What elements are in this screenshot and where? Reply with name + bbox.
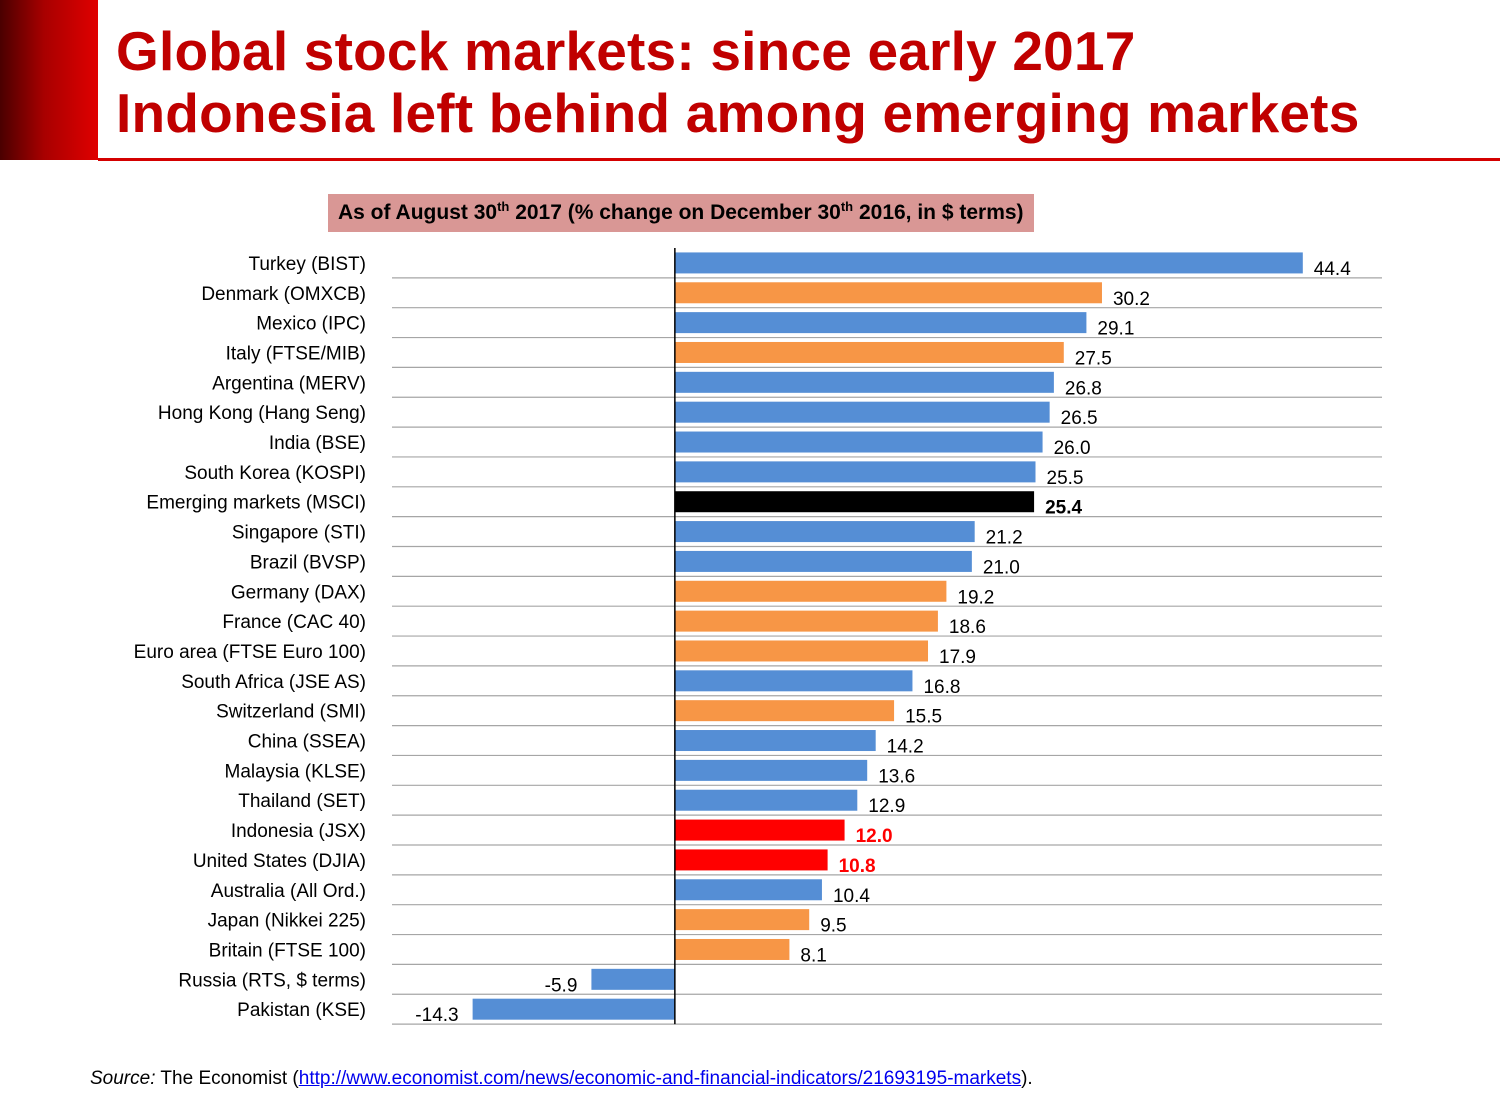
data-label: 25.5 (1047, 468, 1084, 489)
data-label: 9.5 (820, 916, 846, 937)
bar (674, 879, 822, 901)
data-label: 44.4 (1314, 259, 1351, 280)
category-label: Hong Kong (Hang Seng) (158, 403, 366, 424)
subtitle-part-3: 2016, in $ terms) (853, 201, 1024, 224)
category-label: South Korea (KOSPI) (184, 463, 366, 484)
category-label: India (BSE) (269, 433, 366, 454)
category-label: Argentina (MERV) (212, 373, 366, 394)
category-label: Euro area (FTSE Euro 100) (134, 642, 366, 663)
bar (674, 461, 1036, 483)
bar (674, 610, 938, 632)
bar (674, 312, 1087, 334)
category-label: Denmark (OMXCB) (201, 284, 366, 305)
bar (674, 431, 1043, 453)
bar (674, 909, 810, 931)
data-label: 26.0 (1054, 438, 1091, 459)
data-label: 21.2 (986, 528, 1023, 549)
page-title: Global stock markets: since early 2017 I… (116, 20, 1359, 144)
subtitle-sup-1: th (497, 199, 510, 214)
data-label: 29.1 (1097, 319, 1134, 340)
source-note: Source: The Economist (http://www.econom… (90, 1068, 1033, 1090)
bar (674, 491, 1035, 513)
category-label: Brazil (BVSP) (250, 552, 366, 573)
data-label: 30.2 (1113, 289, 1150, 310)
bar (674, 849, 828, 871)
data-label: 26.8 (1065, 378, 1102, 399)
category-label: Mexico (IPC) (256, 314, 366, 335)
bar (674, 401, 1050, 423)
category-label: Indonesia (JSX) (231, 821, 366, 842)
category-label: Russia (RTS, $ terms) (178, 970, 366, 991)
bar (674, 580, 947, 602)
bar (674, 341, 1064, 363)
category-label: France (CAC 40) (222, 612, 366, 633)
category-label: Emerging markets (MSCI) (146, 493, 366, 514)
bar (674, 282, 1102, 304)
bar (674, 700, 895, 722)
category-label: Britain (FTSE 100) (209, 940, 366, 961)
source-link[interactable]: http://www.economist.com/news/economic-a… (298, 1068, 1022, 1089)
category-label: Japan (Nikkei 225) (208, 911, 366, 932)
subtitle-part-2: 2017 (% change on December 30 (509, 201, 841, 224)
category-label: Italy (FTSE/MIB) (226, 343, 366, 364)
category-label: Thailand (SET) (238, 791, 366, 812)
bar (674, 819, 845, 841)
data-label: 14.2 (887, 737, 924, 758)
data-label: -14.3 (415, 1005, 458, 1026)
source-label: Source: (90, 1068, 156, 1089)
data-label: 21.0 (983, 557, 1020, 578)
title-line-1: Global stock markets: since early 2017 (116, 20, 1136, 82)
bar-chart: Turkey (BIST) 44.4 Denmark (OMXCB) 30.2 Mexi… (134, 248, 1382, 1026)
bar (674, 670, 913, 692)
data-label: -5.9 (545, 975, 578, 996)
bar (674, 640, 929, 662)
category-label: Pakistan (KSE) (237, 1000, 366, 1021)
bar (674, 730, 876, 752)
category-label: Australia (All Ord.) (211, 881, 366, 902)
subtitle-sup-2: th (840, 199, 854, 214)
data-label: 25.4 (1045, 498, 1082, 519)
bar (674, 938, 790, 960)
data-label: 10.8 (839, 856, 876, 877)
data-label: 26.5 (1061, 408, 1098, 429)
data-label: 27.5 (1075, 348, 1112, 369)
category-label: United States (DJIA) (193, 851, 366, 872)
category-label: South Africa (JSE AS) (181, 672, 366, 693)
bar (674, 550, 972, 572)
data-label: 8.1 (800, 945, 826, 966)
data-label: 15.5 (905, 707, 942, 728)
bar (591, 968, 675, 990)
bar (674, 759, 868, 781)
bar (674, 789, 858, 811)
title-line-2: Indonesia left behind among emerging mar… (116, 82, 1360, 144)
category-label: Singapore (STI) (232, 523, 366, 544)
bar (674, 371, 1054, 393)
data-label: 17.9 (939, 647, 976, 668)
data-label: 10.4 (833, 886, 870, 907)
data-label: 13.6 (878, 766, 915, 787)
data-label: 18.6 (949, 617, 986, 638)
title-accent-block (0, 0, 98, 160)
data-label: 12.9 (868, 796, 905, 817)
source-text: The Economist ( (155, 1068, 299, 1089)
category-label: Switzerland (SMI) (216, 702, 366, 723)
data-label: 16.8 (923, 677, 960, 698)
data-label: 19.2 (957, 587, 994, 608)
bar (674, 521, 975, 543)
category-label: China (SSEA) (248, 732, 366, 753)
bar (472, 998, 675, 1020)
category-label: Turkey (BIST) (248, 254, 366, 275)
category-label: Malaysia (KLSE) (225, 761, 367, 782)
source-suffix: ). (1021, 1068, 1033, 1089)
chart-subtitle: As of August 30th 2017 (% change on Dece… (328, 194, 1034, 232)
data-label: 12.0 (856, 826, 893, 847)
category-label: Germany (DAX) (231, 582, 366, 603)
subtitle-part-1: As of August 30 (338, 201, 498, 224)
bar (674, 252, 1303, 274)
title-divider (98, 158, 1500, 161)
